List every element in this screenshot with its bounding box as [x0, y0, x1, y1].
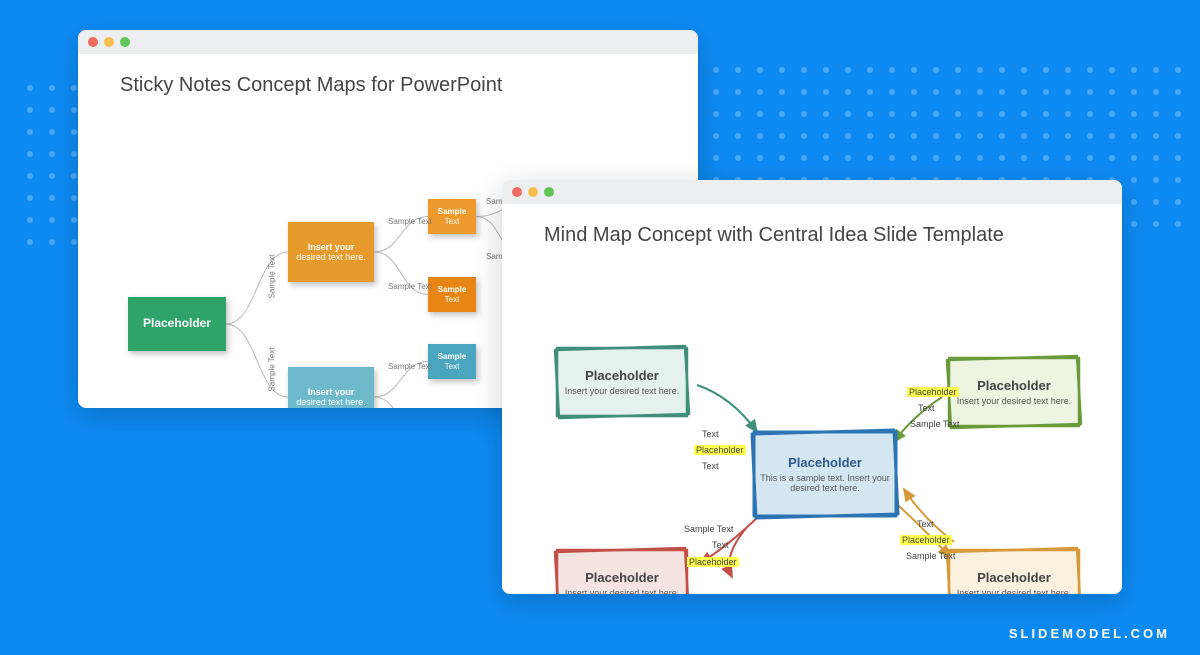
idea-box: PlaceholderInsert your desired text here… — [944, 353, 1084, 431]
titlebar — [78, 30, 698, 54]
text-label: Text — [918, 403, 935, 413]
idea-box: PlaceholderInsert your desired text here… — [944, 545, 1084, 594]
highlighted-label: Placeholder — [900, 535, 952, 545]
sticky-note: Placeholder — [128, 297, 226, 351]
maximize-icon[interactable] — [120, 37, 130, 47]
text-label: Text — [702, 429, 719, 439]
slide-title: Mind Map Concept with Central Idea Slide… — [502, 204, 1122, 257]
edge-label: Sample Text — [388, 282, 432, 291]
edge-label: Sample Text — [388, 362, 432, 371]
watermark: SLIDEMODEL.COM — [1009, 626, 1170, 641]
minimize-icon[interactable] — [528, 187, 538, 197]
maximize-icon[interactable] — [544, 187, 554, 197]
window-mind-map: Mind Map Concept with Central Idea Slide… — [502, 180, 1122, 594]
central-idea-box: PlaceholderThis is a sample text. Insert… — [749, 427, 901, 521]
text-label: Text — [712, 540, 729, 550]
text-label: Text — [917, 519, 934, 529]
close-icon[interactable] — [512, 187, 522, 197]
edge-label: Sample Text — [267, 348, 276, 392]
highlighted-label: Placeholder — [907, 387, 959, 397]
text-label: Sample Text — [906, 551, 955, 561]
mind-map-canvas: PlaceholderThis is a sample text. Insert… — [502, 257, 1122, 594]
close-icon[interactable] — [88, 37, 98, 47]
edge-label: Sample Text — [388, 217, 432, 226]
highlighted-label: Placeholder — [687, 557, 739, 567]
edge-label: Sample Text — [267, 255, 276, 299]
idea-box: PlaceholderInsert your desired text here… — [552, 343, 692, 421]
sticky-note: SampleText — [428, 199, 476, 234]
minimize-icon[interactable] — [104, 37, 114, 47]
text-label: Sample Text — [910, 419, 959, 429]
idea-box: PlaceholderInsert your desired text here… — [552, 545, 692, 594]
sticky-note: SampleText — [428, 344, 476, 379]
sticky-note: Insert yourdesired text here. — [288, 367, 374, 408]
titlebar — [502, 180, 1122, 204]
sticky-note: SampleText — [428, 277, 476, 312]
text-label: Text — [702, 461, 719, 471]
text-label: Sample Text — [684, 524, 733, 534]
slide-title: Sticky Notes Concept Maps for PowerPoint — [78, 54, 698, 107]
sticky-note: Insert yourdesired text here. — [288, 222, 374, 282]
highlighted-label: Placeholder — [694, 445, 746, 455]
